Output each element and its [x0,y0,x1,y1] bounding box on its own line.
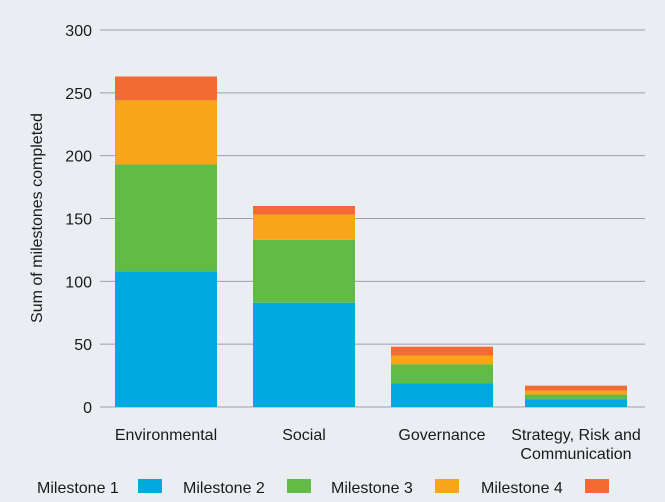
x-category-label-1-line-0: Social [282,427,326,444]
x-category-label-3-line-1: Communication [520,446,631,463]
x-category-label-0-line-0: Environmental [115,427,217,444]
y-tick-label-150: 150 [65,212,92,229]
bar-3-series-0 [525,399,627,407]
y-axis-title: Sum of milestones completed [29,113,46,323]
bar-0-series-2 [115,100,217,165]
legend-swatch-1 [287,479,311,493]
bar-1-series-1 [253,239,355,303]
legend-label-2: Milestone 3 [331,480,413,497]
x-category-label-2-line-0: Governance [398,427,485,444]
legend-label-0: Milestone 1 [37,480,119,497]
bar-2-series-3 [391,346,493,356]
y-tick-label-0: 0 [83,400,92,417]
y-tick-label-250: 250 [65,86,92,103]
bar-2-series-0 [391,383,493,407]
x-category-label-3-line-0: Strategy, Risk and [511,427,641,444]
bar-2-series-1 [391,364,493,384]
y-tick-label-200: 200 [65,149,92,166]
bar-1-series-3 [253,205,355,215]
bar-1-series-0 [253,302,355,407]
legend-label-1: Milestone 2 [183,480,265,497]
bar-2-series-2 [391,355,493,365]
bars [115,76,627,407]
bar-3-series-1 [525,394,627,400]
bar-0-series-3 [115,76,217,101]
y-tick-label-50: 50 [74,337,92,354]
y-tick-labels: 0 50 100 150 200 250 300 [65,23,92,417]
legend-label-3: Milestone 4 [481,480,563,497]
bar-0-series-0 [115,271,217,407]
bar-0-series-1 [115,164,217,272]
bar-1-series-2 [253,214,355,240]
y-tick-label-100: 100 [65,274,92,291]
legend-swatch-0 [138,479,162,493]
bar-3-series-2 [525,390,627,395]
legend-swatch-3 [585,479,609,493]
y-tick-label-300: 300 [65,23,92,40]
legend: Milestone 1 Milestone 2 Milestone 3 Milesto… [37,479,609,497]
x-category-labels: Environmental Social Governance Strategy, R… [115,427,641,463]
legend-swatch-2 [435,479,459,493]
bar-3-series-3 [525,385,627,391]
